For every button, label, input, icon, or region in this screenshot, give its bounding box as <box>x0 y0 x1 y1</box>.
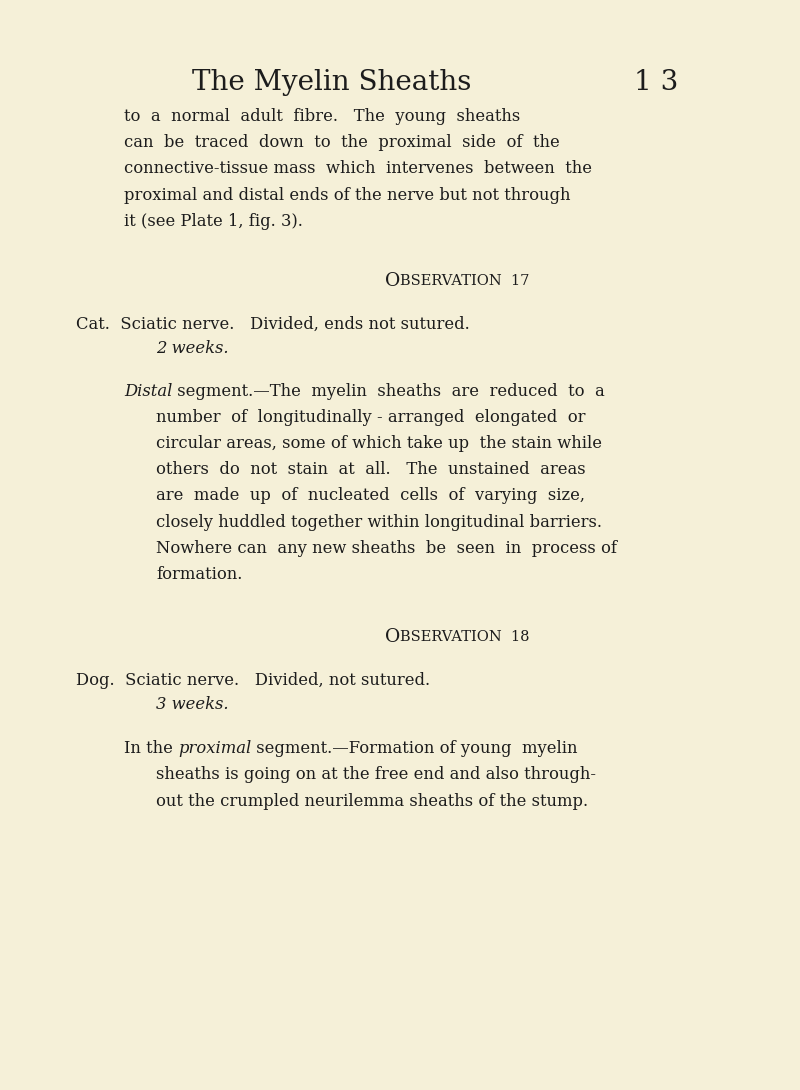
Text: Dog.  Sciatic nerve.   Divided, not sutured.: Dog. Sciatic nerve. Divided, not sutured… <box>76 671 430 689</box>
Text: are  made  up  of  nucleated  cells  of  varying  size,: are made up of nucleated cells of varyin… <box>156 487 585 505</box>
Text: In the: In the <box>124 740 178 758</box>
Text: formation.: formation. <box>156 566 242 583</box>
Text: Nowhere can  any new sheaths  be  seen  in  process of: Nowhere can any new sheaths be seen in p… <box>156 540 617 557</box>
Text: out the crumpled neurilemma sheaths of the stump.: out the crumpled neurilemma sheaths of t… <box>156 792 588 810</box>
Text: sheaths is going on at the free end and also through-: sheaths is going on at the free end and … <box>156 766 596 784</box>
Text: to  a  normal  adult  fibre.   The  young  sheaths: to a normal adult fibre. The young sheat… <box>124 108 520 125</box>
Text: it (see Plate 1, fig. 3).: it (see Plate 1, fig. 3). <box>124 213 303 230</box>
Text: 2 weeks.: 2 weeks. <box>156 340 229 358</box>
Text: proximal and distal ends of the nerve but not through: proximal and distal ends of the nerve bu… <box>124 186 570 204</box>
Text: number  of  longitudinally - arranged  elongated  or: number of longitudinally - arranged elon… <box>156 409 586 426</box>
Text: Cat.  Sciatic nerve.   Divided, ends not sutured.: Cat. Sciatic nerve. Divided, ends not su… <box>76 316 470 334</box>
Text: 1 3: 1 3 <box>634 70 678 96</box>
Text: BSERVATION  17: BSERVATION 17 <box>400 275 530 288</box>
Text: closely huddled together within longitudinal barriers.: closely huddled together within longitud… <box>156 513 602 531</box>
Text: connective-tissue mass  which  intervenes  between  the: connective-tissue mass which intervenes … <box>124 160 592 178</box>
Text: Distal: Distal <box>124 383 172 400</box>
Text: BSERVATION  18: BSERVATION 18 <box>400 630 530 643</box>
Text: can  be  traced  down  to  the  proximal  side  of  the: can be traced down to the proximal side … <box>124 134 560 152</box>
Text: circular areas, some of which take up  the stain while: circular areas, some of which take up th… <box>156 435 602 452</box>
Text: 3 weeks.: 3 weeks. <box>156 695 229 713</box>
Text: others  do  not  stain  at  all.   The  unstained  areas: others do not stain at all. The unstaine… <box>156 461 586 479</box>
Text: segment.—The  myelin  sheaths  are  reduced  to  a: segment.—The myelin sheaths are reduced … <box>172 383 605 400</box>
Text: O: O <box>385 628 400 645</box>
Text: segment.—Formation of young  myelin: segment.—Formation of young myelin <box>251 740 578 758</box>
Text: proximal: proximal <box>178 740 251 758</box>
Text: O: O <box>385 272 400 290</box>
Text: The Myelin Sheaths: The Myelin Sheaths <box>192 70 472 96</box>
